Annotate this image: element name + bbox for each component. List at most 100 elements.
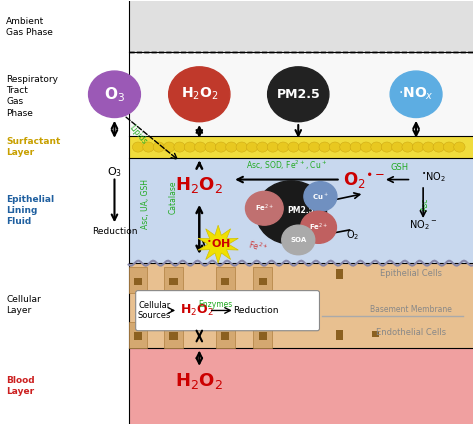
FancyBboxPatch shape <box>128 322 147 348</box>
Circle shape <box>132 142 144 152</box>
Circle shape <box>454 142 465 152</box>
Circle shape <box>256 181 327 244</box>
Text: $\cdot$NO$_x$: $\cdot$NO$_x$ <box>398 86 434 102</box>
Text: Ambient
Gas Phase: Ambient Gas Phase <box>6 17 53 37</box>
FancyBboxPatch shape <box>336 269 343 279</box>
Text: Reduction: Reduction <box>92 227 137 236</box>
Circle shape <box>246 191 283 225</box>
Text: Lipids: Lipids <box>128 123 149 146</box>
Text: Cu$^+$: Cu$^+$ <box>312 191 329 201</box>
Text: O$_2$: O$_2$ <box>346 228 359 242</box>
Circle shape <box>340 142 351 152</box>
Circle shape <box>402 142 413 152</box>
FancyBboxPatch shape <box>134 278 142 285</box>
Circle shape <box>309 142 320 152</box>
Text: Fe$^{2+}$: Fe$^{2+}$ <box>255 203 274 214</box>
Circle shape <box>443 142 455 152</box>
Circle shape <box>304 181 337 211</box>
Text: PM2.5: PM2.5 <box>287 206 314 215</box>
FancyBboxPatch shape <box>128 158 473 263</box>
Text: NO$_2$$^-$: NO$_2$$^-$ <box>409 218 437 232</box>
Text: H$_2$O$_2$: H$_2$O$_2$ <box>175 175 223 195</box>
Circle shape <box>319 142 330 152</box>
Text: Epithelial
Lining
Fluid: Epithelial Lining Fluid <box>6 195 54 226</box>
FancyBboxPatch shape <box>169 332 178 340</box>
FancyBboxPatch shape <box>128 348 473 424</box>
Text: $^{\bullet}$NO$_2$: $^{\bullet}$NO$_2$ <box>421 170 446 184</box>
FancyBboxPatch shape <box>216 267 235 293</box>
FancyBboxPatch shape <box>128 267 147 293</box>
Circle shape <box>329 142 341 152</box>
FancyBboxPatch shape <box>336 330 343 340</box>
Text: Respiratory
Tract
Gas
Phase: Respiratory Tract Gas Phase <box>6 75 58 118</box>
Circle shape <box>215 142 227 152</box>
Text: H$_2$O$_2$: H$_2$O$_2$ <box>175 371 223 391</box>
Circle shape <box>236 142 247 152</box>
Polygon shape <box>198 225 238 263</box>
FancyBboxPatch shape <box>372 331 379 337</box>
Circle shape <box>412 142 424 152</box>
Circle shape <box>371 142 382 152</box>
FancyBboxPatch shape <box>164 267 183 293</box>
Text: O$_3$: O$_3$ <box>104 85 125 104</box>
FancyBboxPatch shape <box>254 322 273 348</box>
FancyBboxPatch shape <box>128 1 473 52</box>
FancyBboxPatch shape <box>128 263 473 348</box>
Circle shape <box>423 142 434 152</box>
Circle shape <box>153 142 164 152</box>
Circle shape <box>205 142 216 152</box>
FancyBboxPatch shape <box>134 332 142 340</box>
Text: GSH: GSH <box>390 163 408 173</box>
Text: Cellular
Sources: Cellular Sources <box>138 301 171 320</box>
Text: Endothelial Cells: Endothelial Cells <box>376 329 447 337</box>
Circle shape <box>174 142 185 152</box>
Circle shape <box>381 142 392 152</box>
FancyBboxPatch shape <box>136 291 319 331</box>
Text: $^{\bullet}$OH: $^{\bullet}$OH <box>206 238 231 250</box>
Circle shape <box>390 71 442 117</box>
Circle shape <box>433 142 444 152</box>
FancyBboxPatch shape <box>164 322 183 348</box>
Circle shape <box>89 71 140 117</box>
FancyBboxPatch shape <box>259 332 267 340</box>
Text: Surfactant
Layer: Surfactant Layer <box>6 137 61 157</box>
FancyBboxPatch shape <box>221 332 229 340</box>
Circle shape <box>288 142 299 152</box>
Text: O$_2$$^{\bullet-}$: O$_2$$^{\bullet-}$ <box>343 170 385 190</box>
Text: Asc, SOD, Fe$^{2+}$, Cu$^+$: Asc, SOD, Fe$^{2+}$, Cu$^+$ <box>246 159 327 173</box>
Text: O$_3$: O$_3$ <box>107 165 122 179</box>
Text: Cellular
Layer: Cellular Layer <box>6 295 41 315</box>
FancyBboxPatch shape <box>221 278 229 285</box>
FancyBboxPatch shape <box>259 278 267 285</box>
Circle shape <box>282 225 315 255</box>
Circle shape <box>298 142 310 152</box>
Text: Enzymes: Enzymes <box>199 300 233 309</box>
Circle shape <box>246 142 258 152</box>
Circle shape <box>392 142 403 152</box>
Circle shape <box>195 142 206 152</box>
Text: Blood
Layer: Blood Layer <box>6 376 35 396</box>
FancyBboxPatch shape <box>1 1 128 424</box>
Circle shape <box>267 142 278 152</box>
Circle shape <box>350 142 361 152</box>
Circle shape <box>301 211 337 244</box>
Text: SOA: SOA <box>290 237 306 243</box>
FancyBboxPatch shape <box>254 267 273 293</box>
Text: Reduction: Reduction <box>233 306 279 315</box>
FancyBboxPatch shape <box>128 136 473 158</box>
Text: PM2.5: PM2.5 <box>276 88 320 101</box>
Text: Basement Membrane: Basement Membrane <box>370 305 452 314</box>
Circle shape <box>143 142 154 152</box>
FancyBboxPatch shape <box>216 322 235 348</box>
Circle shape <box>360 142 372 152</box>
Text: H$_2$O$_2$: H$_2$O$_2$ <box>181 86 218 102</box>
Circle shape <box>164 142 175 152</box>
Circle shape <box>257 142 268 152</box>
Circle shape <box>169 67 230 122</box>
Text: Epithelial Cells: Epithelial Cells <box>380 269 442 278</box>
Text: Asc: Asc <box>421 197 430 211</box>
Circle shape <box>268 67 329 122</box>
FancyBboxPatch shape <box>169 278 178 285</box>
Circle shape <box>226 142 237 152</box>
Text: Fe$^{2+}$: Fe$^{2+}$ <box>309 221 328 233</box>
